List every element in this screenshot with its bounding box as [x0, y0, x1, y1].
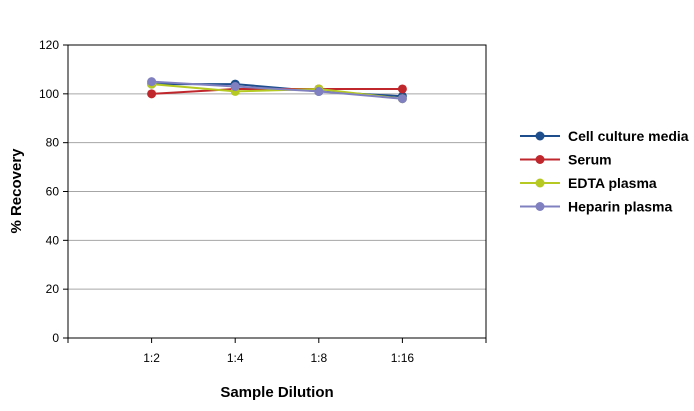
y-tick-label: 40 — [46, 233, 60, 247]
legend-swatch-marker — [535, 202, 545, 211]
legend-swatch-marker — [535, 155, 545, 164]
series-line-2 — [151, 83, 403, 100]
data-point — [230, 82, 240, 92]
series-lines — [147, 77, 407, 104]
x-axis-title: Sample Dilution — [220, 384, 333, 401]
data-point — [397, 94, 407, 104]
legend-label: EDTA plasma — [568, 175, 657, 191]
legend-item: EDTA plasma — [520, 175, 657, 191]
x-axis-ticks: 1:2 1:4 1:8 1:16 — [67, 338, 487, 365]
y-axis-title: % Recovery — [8, 148, 25, 234]
x-tick-label: 1:2 — [143, 351, 160, 365]
y-axis-ticks: 0 20 40 60 80 100 120 — [39, 38, 68, 345]
series-line-3 — [151, 80, 403, 100]
data-point — [314, 86, 324, 96]
data-point — [397, 84, 407, 94]
data-point — [147, 77, 157, 87]
legend-item: Cell culture media — [520, 128, 689, 144]
y-tick-label: 20 — [46, 282, 60, 296]
y-tick-label: 0 — [52, 331, 59, 345]
legend-swatch-marker — [535, 131, 545, 141]
x-tick-label: 1:16 — [391, 351, 415, 365]
y-tick-label: 100 — [39, 87, 59, 101]
legend-label: Serum — [568, 152, 612, 168]
y-tick-label: 120 — [39, 38, 59, 52]
legend-item: Serum — [520, 152, 612, 168]
legend-item: Heparin plasma — [520, 199, 672, 215]
y-tick-label: 80 — [46, 136, 60, 150]
x-tick-label: 1:4 — [227, 351, 244, 365]
data-point — [147, 89, 157, 99]
y-tick-label: 60 — [46, 185, 60, 199]
legend-swatch-marker — [535, 178, 545, 188]
gridlines — [68, 93, 486, 290]
legend: Cell culture media Serum EDTA plasma Hepari… — [520, 128, 689, 215]
x-tick-label: 1:8 — [310, 351, 327, 365]
legend-label: Cell culture media — [568, 128, 689, 144]
legend-label: Heparin plasma — [568, 199, 672, 215]
